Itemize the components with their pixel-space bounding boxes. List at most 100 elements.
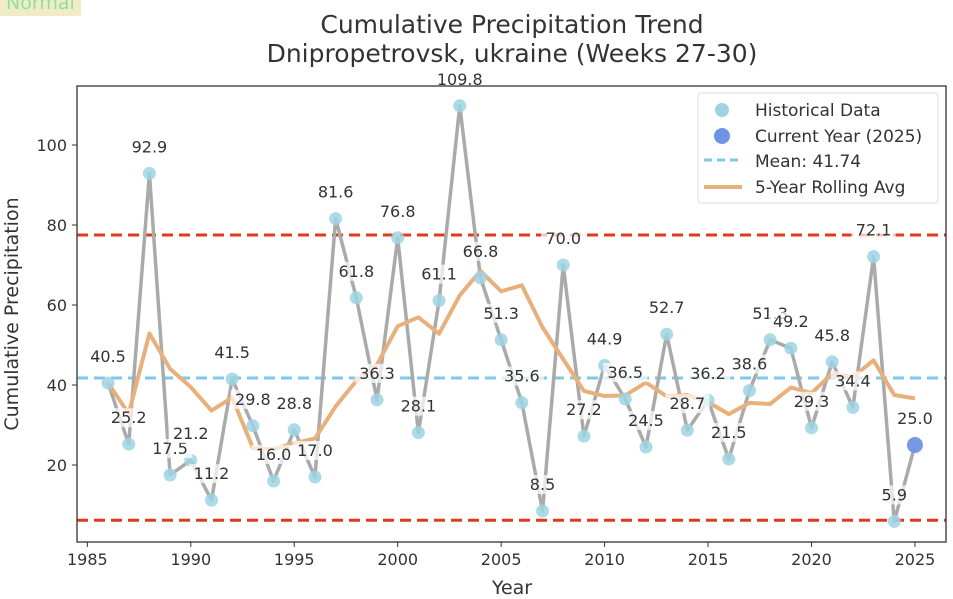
data-label: 25.0: [897, 409, 933, 428]
data-label: 36.2: [690, 364, 726, 383]
data-label-bg: [644, 298, 689, 318]
data-label: 28.7: [670, 394, 706, 413]
data-point: [287, 423, 301, 437]
chart-title: Cumulative Precipitation Trend: [320, 10, 703, 39]
data-label: 45.8: [814, 326, 850, 345]
data-label: 25.2: [111, 408, 147, 427]
data-label-bg: [106, 408, 151, 428]
data-label: 28.8: [276, 394, 312, 413]
data-label-bg: [768, 312, 814, 332]
data-point: [391, 231, 405, 245]
rolling-avg-line: [106, 268, 916, 452]
data-label-bg: [375, 201, 420, 221]
data-point: [639, 440, 653, 454]
data-point: [246, 419, 260, 433]
data-label-bg: [313, 182, 358, 202]
data-point: [784, 341, 798, 355]
data-label-bg: [810, 325, 855, 345]
y-tick-label: 60: [47, 296, 67, 315]
data-label: 24.5: [628, 411, 664, 430]
data-label-bg: [603, 363, 648, 382]
data-label-bg: [458, 241, 503, 261]
data-label: 16.0: [256, 445, 292, 464]
data-label-bg: [209, 343, 255, 362]
data-label: 5.9: [882, 485, 907, 504]
data-label: 29.3: [794, 392, 830, 411]
data-point: [370, 393, 384, 407]
data-point: [473, 271, 487, 285]
data-point: [142, 166, 156, 180]
data-label: 40.5: [90, 347, 126, 366]
y-tick-label: 100: [36, 136, 67, 155]
data-label-bg: [478, 303, 524, 323]
data-label: 51.3: [483, 304, 519, 323]
data-point: [742, 384, 756, 398]
data-point: [722, 452, 736, 466]
data-point: [887, 514, 901, 528]
data-label-bg: [396, 396, 441, 416]
data-label-bg: [892, 409, 938, 428]
current-year-point: [906, 437, 923, 453]
data-point: [204, 493, 218, 507]
data-label: 8.5: [530, 475, 555, 494]
data-label: 66.8: [463, 242, 499, 261]
data-label-bg: [851, 220, 896, 240]
y-tick-label: 80: [47, 216, 67, 235]
data-label: 70.0: [545, 229, 581, 248]
data-point: [432, 294, 446, 308]
data-label-bg: [168, 424, 213, 444]
data-label-bg: [561, 400, 607, 420]
data-label: 17.0: [297, 441, 333, 460]
chart-subtitle: Dnipropetrovsk, ukraine (Weeks 27-30): [267, 39, 758, 68]
data-label: 11.2: [194, 464, 230, 483]
data-point: [660, 327, 674, 341]
data-label: 34.4: [835, 371, 871, 390]
data-label: 72.1: [856, 221, 892, 240]
data-point: [411, 426, 425, 440]
data-label: 28.1: [401, 397, 437, 416]
data-label: 41.5: [214, 343, 250, 362]
x-tick-label: 1985: [67, 550, 108, 569]
x-tick-label: 1995: [274, 550, 315, 569]
data-label: 81.6: [318, 183, 354, 202]
data-label: 52.7: [649, 298, 685, 317]
data-point: [680, 423, 694, 437]
legend-mean: Mean: 41.74: [755, 152, 861, 172]
data-label-bg: [432, 69, 487, 89]
data-point: [763, 333, 777, 347]
x-tick-label: 2025: [895, 550, 936, 569]
data-label: 21.2: [173, 424, 209, 443]
data-point: [577, 429, 591, 443]
data-label-bg: [189, 464, 234, 484]
data-label-bg: [582, 329, 627, 349]
data-label-bg: [830, 371, 876, 391]
data-label: 61.1: [421, 265, 457, 284]
legend: Historical Data Current Year (2025) Mean…: [697, 92, 939, 204]
y-tick-label: 40: [47, 376, 67, 395]
legend-historical: Historical Data: [755, 101, 881, 121]
data-label-bg: [127, 137, 172, 157]
data-label-bg: [272, 393, 317, 413]
status-badge: Normal: [0, 0, 81, 16]
y-tick-label: 20: [47, 456, 67, 475]
data-label: 38.6: [732, 355, 768, 374]
data-label: 17.5: [152, 439, 188, 458]
data-label-bg: [541, 229, 586, 248]
legend-historical-marker: [715, 103, 729, 117]
data-point: [536, 504, 550, 518]
x-axis-label: Year: [491, 577, 532, 599]
data-label-bg: [525, 475, 560, 494]
data-label-bg: [727, 354, 772, 374]
data-label: 109.8: [437, 70, 483, 89]
data-point: [556, 258, 570, 272]
data-point: [805, 421, 819, 435]
data-label: 29.8: [235, 390, 271, 409]
x-tick-label: 2015: [688, 550, 729, 569]
data-label-bg: [416, 264, 462, 284]
data-label-bg: [499, 366, 545, 386]
data-point: [225, 372, 239, 386]
data-label-bg: [85, 347, 131, 366]
legend-current-marker: [714, 128, 730, 144]
data-label: 27.2: [566, 400, 602, 419]
